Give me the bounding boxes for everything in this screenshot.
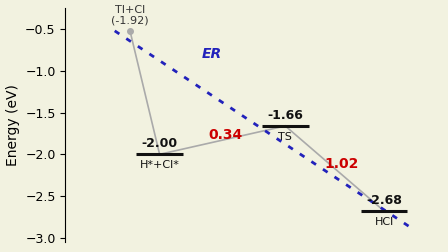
Text: (-1.92): (-1.92) [111, 15, 149, 25]
Text: TS: TS [278, 132, 292, 142]
Y-axis label: Energy (eV): Energy (eV) [5, 84, 20, 166]
Text: H*+Cl*: H*+Cl* [140, 160, 180, 170]
Text: -1.66: -1.66 [267, 109, 303, 122]
Text: 0.34: 0.34 [208, 128, 242, 142]
Text: HCl: HCl [375, 217, 394, 227]
Text: ER: ER [202, 47, 222, 61]
Text: -2.00: -2.00 [142, 137, 178, 150]
Text: 1.02: 1.02 [325, 157, 359, 171]
Text: TI+Cl: TI+Cl [115, 5, 145, 15]
Text: -2.68: -2.68 [366, 194, 402, 207]
